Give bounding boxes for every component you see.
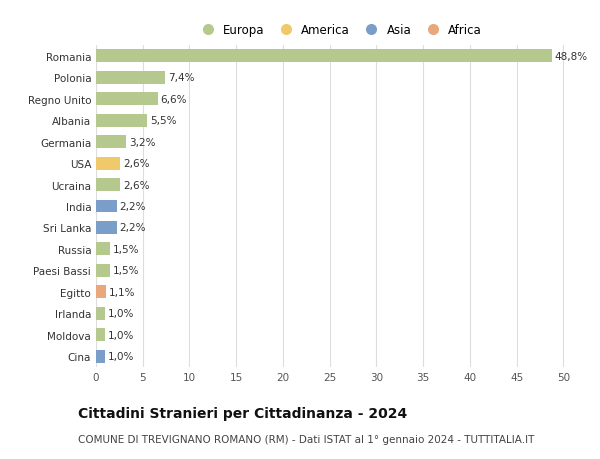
Text: Cittadini Stranieri per Cittadinanza - 2024: Cittadini Stranieri per Cittadinanza - 2… <box>78 406 407 420</box>
Bar <box>96 72 165 84</box>
Text: 48,8%: 48,8% <box>555 51 588 62</box>
Text: 5,5%: 5,5% <box>150 116 177 126</box>
Bar <box>96 114 148 127</box>
Text: 3,2%: 3,2% <box>129 137 155 147</box>
Bar <box>96 93 158 106</box>
Bar <box>96 200 116 213</box>
Bar <box>96 136 126 149</box>
Text: 1,5%: 1,5% <box>113 266 139 276</box>
Text: 1,0%: 1,0% <box>108 352 134 362</box>
Text: 2,6%: 2,6% <box>123 159 149 169</box>
Text: 1,1%: 1,1% <box>109 287 136 297</box>
Bar <box>96 307 106 320</box>
Text: 2,2%: 2,2% <box>119 202 146 212</box>
Text: 7,4%: 7,4% <box>168 73 194 83</box>
Bar <box>96 157 120 170</box>
Bar <box>96 179 120 191</box>
Bar <box>96 350 106 363</box>
Text: 2,6%: 2,6% <box>123 180 149 190</box>
Bar <box>96 264 110 277</box>
Text: 1,0%: 1,0% <box>108 308 134 319</box>
Bar <box>96 286 106 299</box>
Text: 6,6%: 6,6% <box>160 95 187 105</box>
Bar <box>96 50 552 63</box>
Bar <box>96 222 116 235</box>
Text: 2,2%: 2,2% <box>119 223 146 233</box>
Text: 1,5%: 1,5% <box>113 244 139 254</box>
Bar <box>96 329 106 341</box>
Text: 1,0%: 1,0% <box>108 330 134 340</box>
Bar <box>96 243 110 256</box>
Text: COMUNE DI TREVIGNANO ROMANO (RM) - Dati ISTAT al 1° gennaio 2024 - TUTTITALIA.IT: COMUNE DI TREVIGNANO ROMANO (RM) - Dati … <box>78 434 535 444</box>
Legend: Europa, America, Asia, Africa: Europa, America, Asia, Africa <box>191 20 487 42</box>
